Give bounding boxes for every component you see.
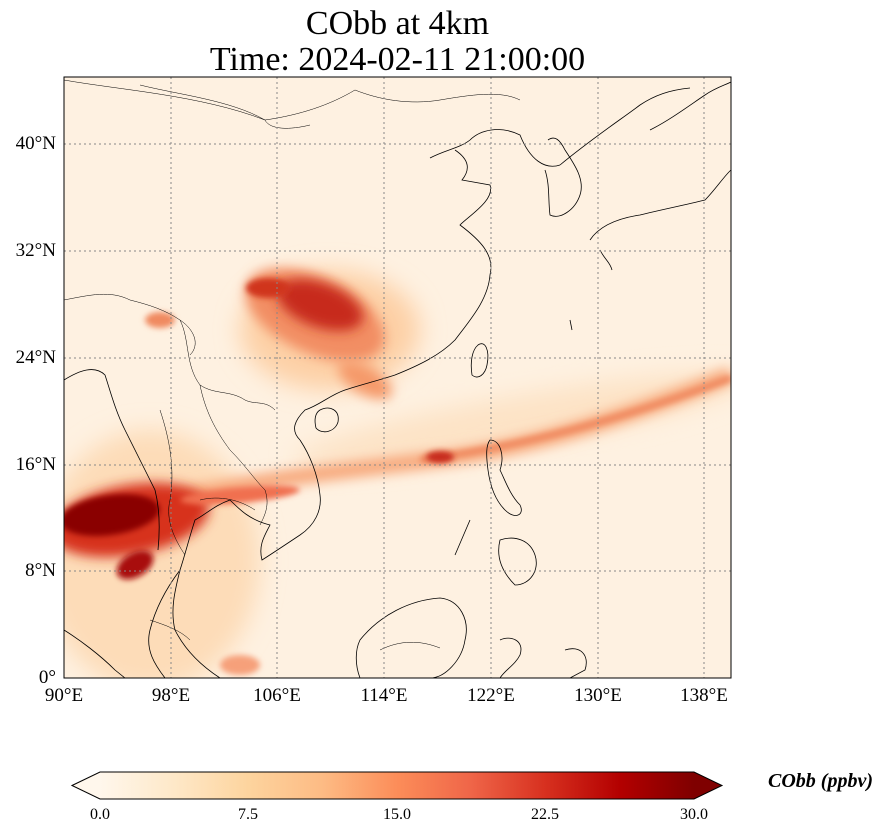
gridlines <box>64 77 731 678</box>
colorbar-gradient <box>100 772 694 799</box>
plume-transport-core <box>419 374 731 464</box>
coastline-luzon <box>486 439 522 516</box>
plume-haze-east <box>293 373 731 467</box>
colorbar-extend-low <box>72 772 100 799</box>
coastline-new-guinea <box>564 648 587 678</box>
coastline-japan <box>569 169 731 331</box>
coastline-sulawesi <box>499 637 522 678</box>
coastline-bay-of-bengal <box>64 369 160 551</box>
coastline-north-japan <box>649 81 731 131</box>
coastline-philippines-south <box>454 519 537 586</box>
lat-tick-label: 16°N <box>15 454 56 475</box>
colorbar-tick-label: 22.5 <box>531 806 559 823</box>
lon-tick-label: 98°E <box>151 685 191 706</box>
plume-myanmar-south <box>116 550 154 580</box>
plume-cambodia <box>220 655 260 675</box>
lat-tick-label: 0° <box>38 667 56 688</box>
colorbar-outline <box>70 771 724 800</box>
map-time-subtitle: Time: 2024-02-11 21:00:00 <box>209 41 586 78</box>
border-borneo <box>379 642 441 651</box>
concentration-plumes <box>64 268 731 678</box>
colorbar-label: CObb (ppbv) <box>768 770 873 792</box>
colorbar-tick-label: 30.0 <box>680 806 708 823</box>
colorbar <box>70 771 724 800</box>
coastline-sumatra <box>64 629 126 678</box>
plume-taiwan-hotspot <box>426 451 454 463</box>
coastline-borneo <box>355 597 467 678</box>
map-title: CObb at 4km <box>305 5 490 42</box>
plume-china-core <box>277 279 363 331</box>
lon-tick-label: 114°E <box>360 685 408 706</box>
border-northern <box>64 79 521 121</box>
colorbar-tick-label: 0.0 <box>90 806 110 823</box>
country-borders <box>64 79 521 651</box>
coastline-china-east <box>294 149 492 441</box>
lat-tick-label: 40°N <box>15 133 56 154</box>
border-cambodia <box>199 497 256 511</box>
colorbar-extend-high <box>694 772 722 799</box>
coastline-indochina <box>172 439 321 678</box>
border-thailand-myanmar <box>159 409 186 556</box>
lon-tick-label: 106°E <box>253 685 301 706</box>
coastline-russia-far-east <box>559 87 691 166</box>
coastline-korea <box>544 137 582 217</box>
lon-tick-label: 90°E <box>44 685 84 706</box>
plume-myanmar-core <box>64 494 160 536</box>
coastline-taiwan <box>470 343 489 378</box>
border-mongolia <box>139 84 311 129</box>
colorbar-tick-label: 7.5 <box>238 806 258 823</box>
border-malaysia <box>149 619 191 641</box>
border-laos-vietnam <box>199 384 268 526</box>
lon-tick-label: 122°E <box>467 685 515 706</box>
plume-vietnam-streak <box>180 485 300 505</box>
lon-tick-label: 130°E <box>574 685 622 706</box>
lat-tick-label: 8°N <box>25 560 56 581</box>
lat-tick-label: 32°N <box>15 240 56 261</box>
colorbar-tick-label: 15.0 <box>383 806 411 823</box>
coastline-malay-peninsula <box>148 569 181 678</box>
plume-northeast-india <box>145 312 175 328</box>
lat-tick-label: 24°N <box>15 347 56 368</box>
coastline-hainan <box>314 407 339 433</box>
coastline-bohai <box>429 129 561 167</box>
lon-tick-label: 138°E <box>680 685 728 706</box>
coastlines <box>64 81 731 678</box>
border-himalaya <box>64 293 196 356</box>
plume-china-tail <box>338 360 392 400</box>
map-frame <box>63 76 732 679</box>
plume-china-west <box>246 278 290 298</box>
border-myanmar-china <box>179 319 276 411</box>
